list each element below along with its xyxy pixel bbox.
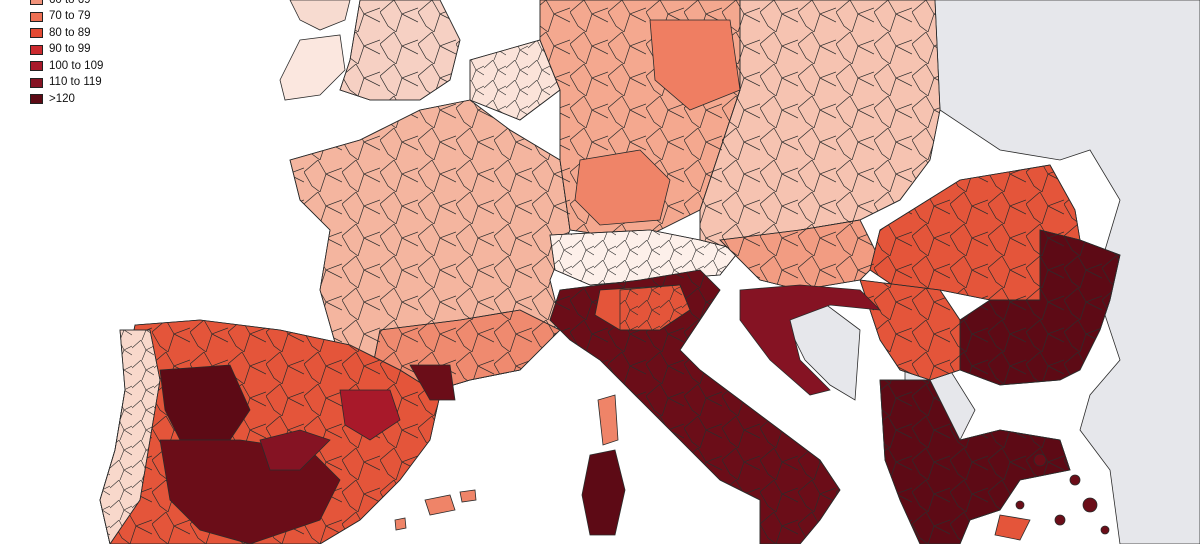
legend-label: >120 xyxy=(49,92,75,105)
western-central-europe xyxy=(289,0,941,396)
legend-swatch xyxy=(30,0,43,6)
legend-label: 90 to 99 xyxy=(49,43,91,55)
legend-item: 90 to 99 xyxy=(30,42,103,59)
legend-item: 100 to 109 xyxy=(30,58,103,75)
legend-swatch xyxy=(30,77,43,88)
legend-item: 60 to 69 xyxy=(30,0,103,9)
italy xyxy=(549,269,841,544)
legend-swatch xyxy=(30,94,43,105)
legend-item: >120 xyxy=(30,91,103,108)
legend-item: 110 to 119 xyxy=(30,75,103,92)
legend-label: 70 to 79 xyxy=(49,10,91,22)
south-east-europe xyxy=(739,164,1121,544)
legend-swatch xyxy=(30,28,43,39)
legend-item: 80 to 89 xyxy=(30,25,103,42)
legend-label: 60 to 69 xyxy=(49,0,91,6)
legend-swatch xyxy=(30,44,43,55)
legend-label: 80 to 89 xyxy=(49,26,91,39)
legend-label: 100 to 109 xyxy=(49,59,104,72)
legend-label: 110 to 119 xyxy=(49,76,102,88)
legend-swatch xyxy=(30,61,43,72)
legend-item: 70 to 79 xyxy=(30,9,103,26)
legend: 60 to 69 70 to 79 80 to 89 90 to 99 100 to 1… xyxy=(30,0,103,108)
legend-swatch xyxy=(30,11,43,22)
iberian-peninsula xyxy=(99,319,456,544)
british-isles-regions xyxy=(279,0,461,101)
balearic-islands xyxy=(394,489,477,531)
